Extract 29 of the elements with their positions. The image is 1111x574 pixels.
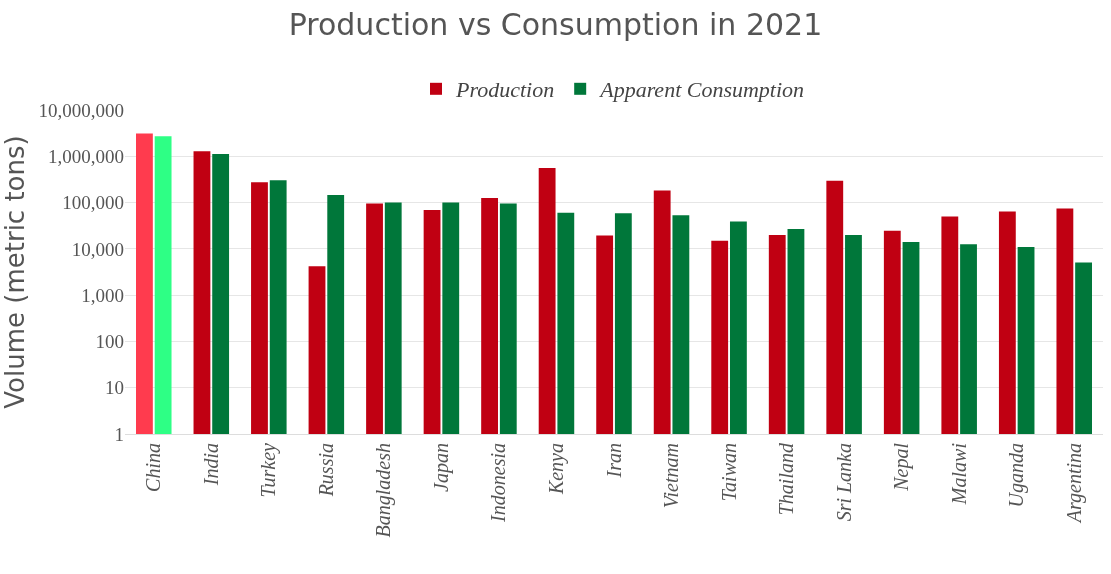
legend-label: Production [455,77,555,103]
x-tick-label: Kenya [544,443,568,496]
x-tick-label: Malawi [947,443,970,506]
y-tick-label: 1 [114,423,124,445]
y-tick-label: 1,000,000 [48,145,124,167]
x-tick-label: Bangladesh [372,443,396,538]
x-tick-label: Taiwan [717,443,740,502]
x-tick-label: India [199,443,222,487]
x-tick-label: Sri Lanka [832,443,855,522]
y-tick-label: 1,000 [81,284,124,306]
x-tick-label: Indonesia [487,443,510,523]
x-tick-label: Uganda [1005,443,1029,508]
x-tick-label: Japan [429,443,453,492]
x-tick-label: Argentina [1062,443,1086,525]
x-tick-label: Iran [602,443,625,479]
y-tick-label: 100,000 [62,192,124,214]
x-tick-label: Vietnam [660,443,683,509]
x-tick-label: China [142,443,165,492]
y-tick-label: 10,000,000 [38,99,124,121]
x-tick-label: Thailand [775,442,798,516]
legend-label: Apparent Consumption [598,77,805,103]
x-tick-label: Nepal [890,442,914,492]
y-tick-label: 10,000 [71,238,124,260]
y-tick-label: 100 [95,331,124,353]
x-tick-label: Russia [314,443,337,498]
y-tick-label: 10 [105,377,124,399]
chart-title: Production vs Consumption in 2021 [288,7,823,43]
y-axis-title: Volume (metric tons) [0,135,30,409]
x-tick-label: Turkey [257,442,281,498]
